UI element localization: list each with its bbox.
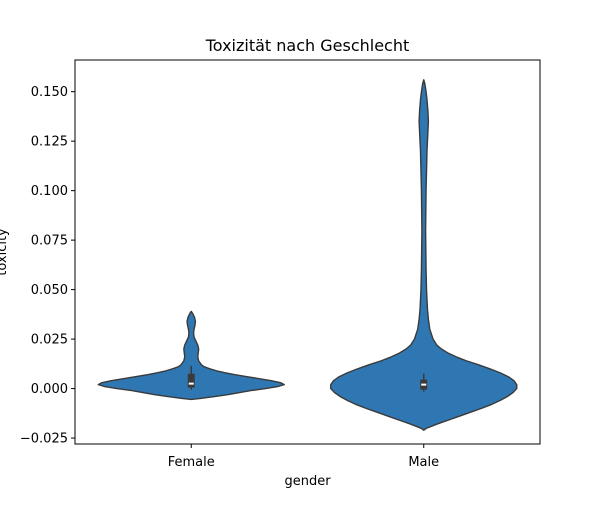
- violin-male: [330, 79, 518, 431]
- x-tick-label-male: Male: [408, 455, 439, 470]
- y-tick-label: 0.025: [31, 333, 68, 348]
- y-tick-label: 0.125: [31, 135, 68, 150]
- violin-body-female: [97, 310, 285, 401]
- x-tick-label-female: Female: [168, 455, 215, 470]
- x-axis-label: gender: [284, 474, 331, 489]
- violin-median-female: [188, 382, 194, 385]
- y-axis-label: toxicity: [0, 228, 10, 276]
- y-tick-label: 0.000: [31, 382, 68, 397]
- chart-title: Toxizität nach Geschlecht: [205, 36, 410, 55]
- y-tick-label: 0.050: [31, 283, 68, 298]
- violin-female: [97, 310, 285, 401]
- plot-area: [97, 79, 518, 431]
- x-axis: Female Male: [168, 444, 439, 470]
- violin-iqr-box-female: [187, 373, 195, 388]
- violin-median-male: [421, 383, 427, 386]
- axes-frame: [74, 59, 541, 445]
- y-tick-label: 0.075: [31, 234, 68, 249]
- violin-body-male: [330, 79, 518, 431]
- y-axis: −0.025 0.000 0.025 0.050 0.075 0.100 0.125 0.15…: [20, 85, 75, 447]
- y-tick-label: 0.150: [31, 85, 68, 100]
- y-tick-label: 0.100: [31, 184, 68, 199]
- y-tick-label: −0.025: [20, 432, 68, 447]
